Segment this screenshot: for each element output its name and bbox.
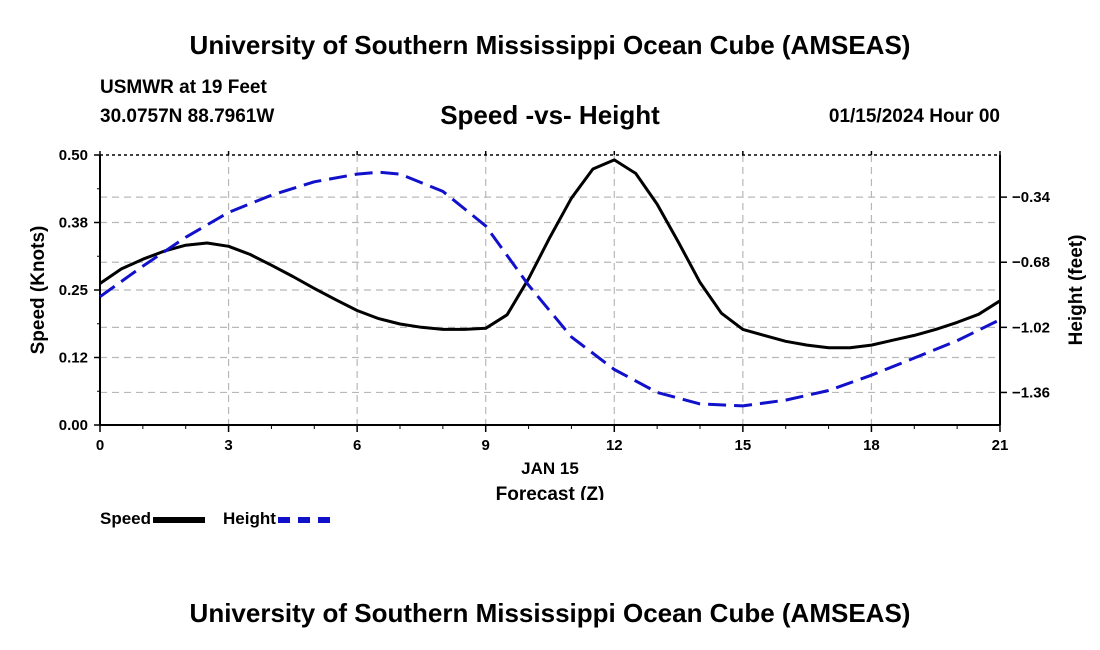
legend-speed-label: Speed [100,509,152,528]
x-tick-label: 6 [353,437,361,454]
y-right-tick-label: −1.02 [1012,319,1050,336]
x-tick-label: 12 [606,437,623,454]
y-right-tick-label: −0.34 [1012,189,1051,206]
legend-height-label: Height [223,509,276,528]
page-title: University of Southern Mississippi Ocean… [189,30,911,60]
series-line-height [99,170,1001,408]
y-left-tick-label: 0.38 [59,215,88,232]
x-tick-label: 18 [863,437,880,454]
x-tick-label: 3 [224,437,232,454]
legend-speed-swatch [153,517,206,523]
datetime-label: 01/15/2024 Hour 00 [828,106,1000,127]
series-line-speed [99,158,1001,350]
plot-title: Speed -vs- Height [440,100,660,130]
station-label: USMWR at 19 Feet [100,77,267,98]
x-tick-label: 15 [735,437,752,454]
y-right-axis-title: Height (feet) [1066,235,1087,346]
y-left-tick-label: 0.50 [59,147,88,164]
coordinates-label: 30.0757N 88.7961W [100,106,275,127]
legend-item-height: Height [223,509,330,529]
legend-item-speed: Speed [100,509,206,529]
legend: Speed Height [100,509,348,529]
y-left-axis-title: Speed (Knots) [28,226,49,355]
x-axis-date-label: JAN 15 [521,459,579,478]
y-left-tick-label: 0.00 [59,417,88,434]
y-left-tick-label: 0.12 [59,350,88,367]
x-tick-label: 9 [482,437,490,454]
x-tick-label: 21 [992,437,1009,454]
x-tick-label: 0 [96,437,104,454]
y-right-tick-label: −1.36 [1012,384,1050,401]
legend-height-swatch [277,517,330,523]
chart: 0 3 6 9 12 15 18 21 0.00 0.12 0.25 0.38 0.50 −0.34 −0.… [28,147,1087,500]
y-right-tick-label: −0.68 [1012,254,1050,271]
footer-title: University of Southern Mississippi Ocean… [189,598,911,628]
x-axis-title: Forecast (Z) [496,484,605,500]
y-left-tick-label: 0.25 [59,282,88,299]
